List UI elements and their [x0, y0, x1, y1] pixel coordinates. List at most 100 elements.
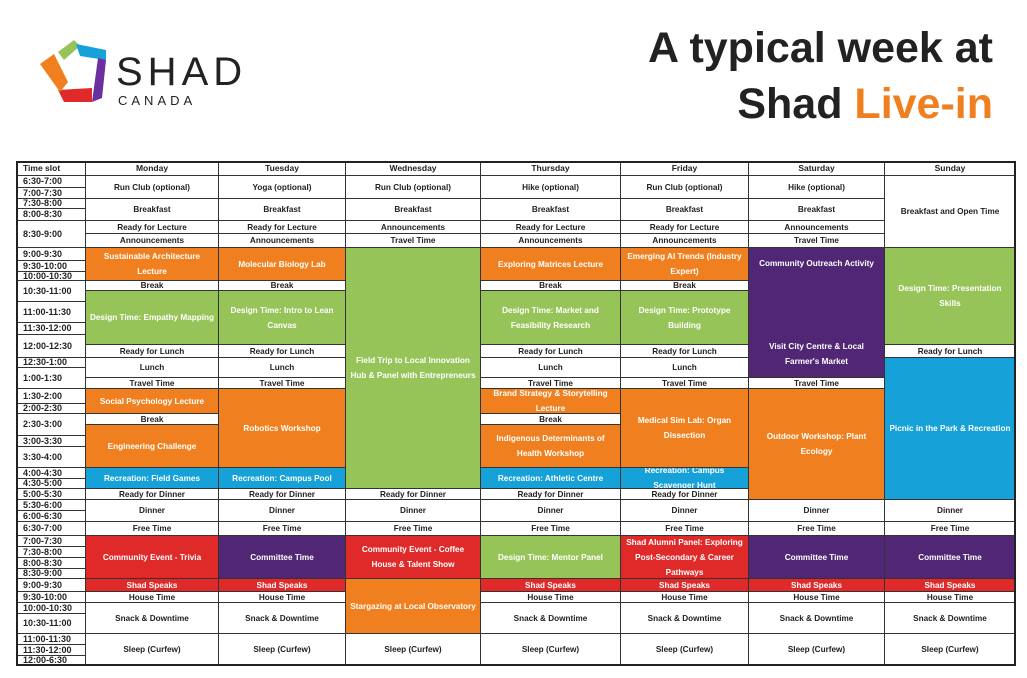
schedule-event[interactable]: Sleep (Curfew) [620, 633, 749, 666]
schedule-event[interactable]: Committee Time [218, 535, 346, 579]
schedule-event[interactable]: Sleep (Curfew) [218, 633, 346, 666]
schedule-event[interactable]: Engineering Challenge [85, 424, 219, 468]
schedule-event[interactable]: Recreation: Field Games [85, 467, 219, 489]
schedule-event[interactable]: Run Club (optional) [345, 175, 481, 199]
schedule-event[interactable]: Shad Speaks [748, 578, 885, 592]
schedule-event[interactable]: Dinner [748, 499, 885, 522]
schedule-event[interactable]: Medical Sim Lab: Organ Dissection [620, 388, 749, 468]
schedule-event[interactable]: Ready for Lunch [620, 344, 749, 358]
schedule-event[interactable]: Snack & Downtime [748, 602, 885, 634]
schedule-event[interactable]: Ready for Lunch [218, 344, 346, 358]
schedule-event[interactable]: Yoga (optional) [218, 175, 346, 199]
schedule-event[interactable]: Design Time: Empathy Mapping [85, 290, 219, 345]
schedule-event[interactable]: Design Time: Market and Feasibility Rese… [480, 290, 621, 345]
schedule-event[interactable]: Snack & Downtime [480, 602, 621, 634]
schedule-event[interactable]: Lunch [480, 357, 621, 378]
schedule-event[interactable]: Lunch [620, 357, 749, 378]
schedule-event[interactable]: Dinner [345, 499, 481, 522]
schedule-event[interactable]: Lunch [85, 357, 219, 378]
schedule-event[interactable]: Outdoor Workshop: Plant Ecology [748, 388, 885, 500]
schedule-event[interactable]: Breakfast [748, 198, 885, 221]
schedule-event[interactable]: Free Time [620, 521, 749, 536]
schedule-event[interactable]: Free Time [218, 521, 346, 536]
schedule-event[interactable]: Snack & Downtime [620, 602, 749, 634]
schedule-event[interactable]: Recreation: Athletic Centre [480, 467, 621, 489]
schedule-event[interactable]: Shad Alumni Panel: Exploring Post-Second… [620, 535, 749, 579]
schedule-event[interactable]: Community Event - Coffee House & Talent … [345, 535, 481, 579]
schedule-event[interactable]: Announcements [218, 233, 346, 248]
schedule-event[interactable]: Snack & Downtime [85, 602, 219, 634]
schedule-event[interactable]: Breakfast and Open Time [884, 175, 1016, 248]
schedule-event[interactable]: Breakfast [480, 198, 621, 221]
schedule-event[interactable]: Committee Time [884, 535, 1016, 579]
schedule-event[interactable]: Field Trip to Local Innovation Hub & Pan… [345, 247, 481, 489]
schedule-event[interactable]: Shad Speaks [85, 578, 219, 592]
schedule-event[interactable]: Robotics Workshop [218, 388, 346, 468]
schedule-event[interactable]: Dinner [884, 499, 1016, 522]
schedule-event[interactable]: Social Psychology Lecture [85, 388, 219, 414]
schedule-event[interactable]: Exploring Matrices Lecture [480, 247, 621, 281]
schedule-event[interactable]: Hike (optional) [748, 175, 885, 199]
schedule-event[interactable]: Announcements [620, 233, 749, 248]
schedule-event[interactable]: Ready for Lecture [218, 220, 346, 234]
schedule-event[interactable]: Announcements [480, 233, 621, 248]
schedule-event[interactable]: Lunch [218, 357, 346, 378]
schedule-event[interactable]: Sleep (Curfew) [85, 633, 219, 666]
schedule-event[interactable]: Sleep (Curfew) [480, 633, 621, 666]
schedule-event[interactable]: Shad Speaks [480, 578, 621, 592]
schedule-event[interactable]: Shad Speaks [620, 578, 749, 592]
event-label: Ready for Lecture [649, 222, 720, 232]
schedule-event[interactable]: Hike (optional) [480, 175, 621, 199]
schedule-event[interactable]: Sleep (Curfew) [748, 633, 885, 666]
schedule-event[interactable]: Free Time [85, 521, 219, 536]
schedule-event[interactable]: Ready for Lecture [480, 220, 621, 234]
schedule-event[interactable]: Announcements [85, 233, 219, 248]
schedule-event[interactable]: Dinner [85, 499, 219, 522]
schedule-event[interactable]: Snack & Downtime [884, 602, 1016, 634]
schedule-event[interactable]: Ready for Lecture [85, 220, 219, 234]
schedule-event[interactable]: Ready for Lunch [85, 344, 219, 358]
schedule-event[interactable]: Ready for Lunch [884, 344, 1016, 358]
schedule-event[interactable]: Picnic in the Park & Recreation [884, 357, 1016, 500]
schedule-event[interactable]: Breakfast [218, 198, 346, 221]
schedule-event[interactable]: Free Time [480, 521, 621, 536]
schedule-event[interactable]: Free Time [884, 521, 1016, 536]
schedule-event[interactable]: Announcements [345, 220, 481, 234]
schedule-event[interactable]: Dinner [218, 499, 346, 522]
schedule-event[interactable]: Breakfast [85, 198, 219, 221]
schedule-event[interactable]: Sleep (Curfew) [345, 633, 481, 666]
schedule-event[interactable]: Committee Time [748, 535, 885, 579]
schedule-event[interactable]: Breakfast [620, 198, 749, 221]
schedule-event[interactable]: Run Club (optional) [620, 175, 749, 199]
schedule-event[interactable]: Indigenous Determinants of Health Worksh… [480, 424, 621, 468]
schedule-event[interactable]: Recreation: Campus Scavenger Hunt [620, 467, 749, 489]
schedule-event[interactable]: Community Outreach Activity Visit City Ce… [748, 247, 885, 378]
schedule-event[interactable]: Brand Strategy & Storytelling Lecture [480, 388, 621, 414]
schedule-event[interactable]: Breakfast [345, 198, 481, 221]
schedule-event[interactable]: Run Club (optional) [85, 175, 219, 199]
schedule-event[interactable]: Recreation: Campus Pool [218, 467, 346, 489]
schedule-event[interactable]: Travel Time [345, 233, 481, 248]
event-label: Ready for Dinner [380, 489, 446, 499]
schedule-event[interactable]: Shad Speaks [218, 578, 346, 592]
schedule-event[interactable]: Design Time: Prototype Building [620, 290, 749, 345]
schedule-event[interactable]: Molecular Biology Lab [218, 247, 346, 281]
schedule-event[interactable]: Emerging AI Trends (Industry Expert) [620, 247, 749, 281]
schedule-event[interactable]: Snack & Downtime [218, 602, 346, 634]
schedule-event[interactable]: Ready for Lunch [480, 344, 621, 358]
schedule-event[interactable]: Travel Time [748, 233, 885, 248]
schedule-event[interactable]: Announcements [748, 220, 885, 234]
schedule-event[interactable]: Sustainable Architecture Lecture [85, 247, 219, 281]
schedule-event[interactable]: Design Time: Presentation Skills [884, 247, 1016, 345]
schedule-event[interactable]: Design Time: Intro to Lean Canvas [218, 290, 346, 345]
schedule-event[interactable]: Free Time [748, 521, 885, 536]
schedule-event[interactable]: Dinner [480, 499, 621, 522]
schedule-event[interactable]: Stargazing at Local Observatory [345, 578, 481, 634]
schedule-event[interactable]: Design Time: Mentor Panel [480, 535, 621, 579]
schedule-event[interactable]: Shad Speaks [884, 578, 1016, 592]
schedule-event[interactable]: Sleep (Curfew) [884, 633, 1016, 666]
schedule-event[interactable]: Ready for Lecture [620, 220, 749, 234]
schedule-event[interactable]: Community Event - Trivia [85, 535, 219, 579]
schedule-event[interactable]: Dinner [620, 499, 749, 522]
schedule-event[interactable]: Free Time [345, 521, 481, 536]
